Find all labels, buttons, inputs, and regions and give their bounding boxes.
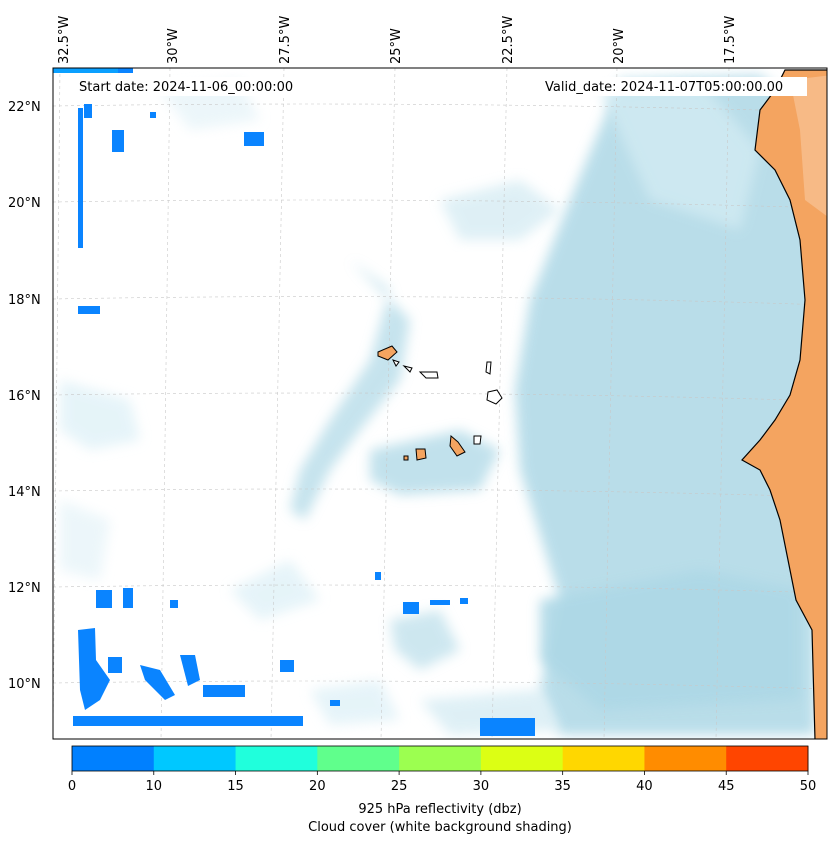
colorbar-segment <box>399 746 482 771</box>
latitude-labels: 22°N 20°N 18°N 16°N 14°N 12°N 10°N <box>8 100 41 692</box>
lon-label: 25°W <box>389 28 404 64</box>
start-date-box <box>70 77 318 96</box>
colorbar-segment <box>72 746 155 771</box>
colorbar-segment <box>317 746 400 771</box>
lat-label: 14°N <box>8 485 41 500</box>
colorbar-segment <box>562 746 645 771</box>
colorbar-tick-label: 10 <box>146 779 163 794</box>
colorbar-ticks: 0 10 15 20 25 30 35 40 45 50 <box>68 771 816 794</box>
lon-label: 22.5°W <box>501 16 516 64</box>
colorbar-tick-label: 20 <box>309 779 326 794</box>
colorbar-segment <box>480 746 564 771</box>
cape-verde-islands <box>377 345 503 461</box>
cloud-cover-shading <box>60 75 815 735</box>
lon-label: 17.5°W <box>723 16 738 64</box>
colorbar-tick-label: 50 <box>800 779 817 794</box>
colorbar-segment <box>644 746 727 771</box>
reflectivity-echoes <box>53 68 535 736</box>
lon-label: 27.5°W <box>278 16 293 64</box>
lat-label: 12°N <box>8 581 41 596</box>
valid-date-text: Valid_date: 2024-11-07T05:00:00.00 <box>545 80 783 95</box>
colorbar-segment <box>235 746 318 771</box>
africa-coast <box>741 69 827 739</box>
colorbar-tick-label: 30 <box>473 779 490 794</box>
map-panel: Start date: 2024-11-06_00:00:00 Valid_da… <box>53 68 827 739</box>
gridlines <box>53 68 827 739</box>
colorbar-sublabel: Cloud cover (white background shading) <box>308 820 572 835</box>
colorbar-segments <box>72 746 809 771</box>
colorbar-tick-label: 45 <box>718 779 735 794</box>
colorbar-tick-label: 25 <box>391 779 408 794</box>
longitude-labels: 32.5°W 30°W 27.5°W 25°W 22.5°W 20°W 17.5… <box>57 16 738 64</box>
lat-label: 16°N <box>8 389 41 404</box>
lon-label: 20°W <box>612 28 627 64</box>
colorbar-segment <box>153 746 237 771</box>
start-date-text: Start date: 2024-11-06_00:00:00 <box>79 80 293 95</box>
lat-label: 18°N <box>8 293 41 308</box>
lon-label: 32.5°W <box>57 16 72 64</box>
colorbar: 0 10 15 20 25 30 35 40 45 50 925 hPa reflectivity… <box>68 745 816 835</box>
colorbar-segment <box>726 746 809 771</box>
lat-label: 22°N <box>8 100 41 115</box>
colorbar-frame <box>71 745 809 772</box>
colorbar-tick-label: 35 <box>554 779 571 794</box>
lon-label: 30°W <box>166 28 181 64</box>
lat-label: 20°N <box>8 196 41 211</box>
africa-coast-shading <box>790 75 827 217</box>
colorbar-tick-label: 0 <box>68 779 76 794</box>
colorbar-tick-label: 15 <box>227 779 244 794</box>
colorbar-tick-label: 40 <box>636 779 653 794</box>
lat-label: 10°N <box>8 677 41 692</box>
valid-date-box <box>535 77 807 96</box>
map-frame <box>52 67 828 740</box>
colorbar-label: 925 hPa reflectivity (dbz) <box>358 802 521 817</box>
